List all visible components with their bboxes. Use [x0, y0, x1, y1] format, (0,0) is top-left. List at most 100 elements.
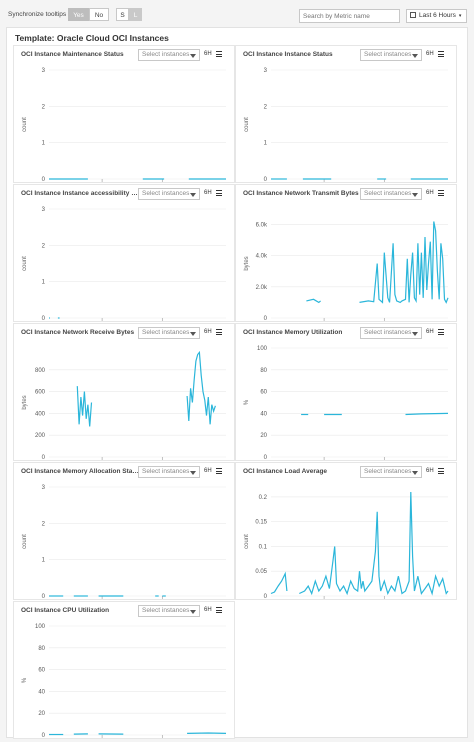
period-button[interactable]: 6H — [426, 190, 434, 196]
select-instances-label: Select instances — [364, 51, 412, 58]
metric-search-input[interactable] — [299, 9, 400, 23]
chart-title: OCI Instance Memory Allocation Stalls — [21, 468, 139, 475]
sync-no-button[interactable]: No — [89, 8, 109, 21]
y-tick-label: 2 — [42, 521, 46, 527]
sync-yes-button[interactable]: Yes — [68, 8, 89, 21]
y-tick-label: 3 — [264, 68, 268, 74]
select-instances-dropdown[interactable]: Select instances — [138, 605, 200, 617]
select-instances-dropdown[interactable]: Select instances — [138, 466, 200, 478]
y-tick-label: 0 — [264, 177, 268, 183]
chart-plot: 0123count12:30 pm3:30 pm — [22, 485, 226, 600]
y-tick-label: 20 — [38, 711, 45, 717]
chart-panel: OCI Instance Memory Utilization Select in… — [235, 323, 457, 461]
y-tick-label: 2 — [264, 104, 268, 110]
chevron-down-icon — [412, 471, 418, 475]
top-toolbar: Synchronize tooltips Yes No S L Last 6 H… — [0, 0, 474, 28]
y-tick-label: 0 — [264, 316, 268, 322]
chevron-down-icon — [190, 610, 196, 614]
chart-title: OCI Instance Instance Status — [243, 51, 333, 58]
select-instances-dropdown[interactable]: Select instances — [360, 49, 422, 61]
period-button[interactable]: 6H — [426, 329, 434, 335]
y-tick-label: 100 — [257, 346, 268, 352]
y-axis-label: bytes — [244, 256, 250, 270]
y-tick-label: 0 — [42, 316, 46, 322]
chevron-down-icon — [412, 332, 418, 336]
time-range-dropdown[interactable]: Last 6 Hours ▾ — [406, 9, 467, 23]
y-tick-label: 60 — [260, 390, 267, 396]
template-title: Template: Oracle Cloud OCI Instances — [15, 33, 169, 43]
period-button[interactable]: 6H — [204, 329, 212, 335]
y-tick-label: 3 — [42, 207, 46, 213]
period-button[interactable]: 6H — [204, 607, 212, 613]
chart-title: OCI Instance Instance accessibility st..… — [21, 190, 139, 197]
series-line — [270, 571, 288, 595]
calendar-icon — [410, 12, 416, 18]
select-instances-label: Select instances — [364, 468, 412, 475]
chart-plot: 0123count12:30 pm3:30 pm — [244, 68, 448, 183]
menu-icon[interactable] — [438, 468, 444, 474]
chart-panel: OCI Instance Load Average Select instance… — [235, 462, 457, 600]
y-tick-label: 100 — [35, 624, 46, 630]
period-button[interactable]: 6H — [426, 51, 434, 57]
y-tick-label: 0.2 — [259, 495, 268, 501]
chart-plot: 0123count12:30 pm3:30 pm — [22, 68, 226, 183]
size-small-button[interactable]: S — [116, 8, 129, 21]
chevron-down-icon — [412, 54, 418, 58]
chevron-down-icon — [190, 332, 196, 336]
chart-title: OCI Instance Load Average — [243, 468, 328, 475]
y-axis-label: count — [22, 534, 28, 549]
select-instances-label: Select instances — [142, 329, 190, 336]
y-tick-label: 3 — [42, 485, 46, 491]
menu-icon[interactable] — [216, 329, 222, 335]
y-tick-label: 0 — [42, 177, 46, 183]
chart-plot: 00.050.10.150.2count12:30 pm3:30 pm — [244, 491, 449, 600]
menu-icon[interactable] — [216, 607, 222, 613]
y-axis-label: % — [244, 399, 250, 405]
select-instances-dropdown[interactable]: Select instances — [138, 188, 200, 200]
menu-icon[interactable] — [216, 190, 222, 196]
period-button[interactable]: 6H — [204, 468, 212, 474]
menu-icon[interactable] — [438, 51, 444, 57]
chart-plot: 0123count12:30 pm3:30 pm — [22, 207, 226, 322]
y-axis-label: count — [244, 534, 250, 549]
chart-panel: OCI Instance Memory Allocation Stalls Sel… — [13, 462, 235, 600]
chart-title: OCI Instance CPU Utilization — [21, 607, 110, 614]
series-line — [76, 386, 93, 427]
size-large-button[interactable]: L — [129, 8, 142, 21]
y-tick-label: 600 — [35, 390, 46, 396]
y-tick-label: 40 — [260, 411, 267, 417]
y-axis-label: count — [22, 256, 28, 271]
y-tick-label: 2 — [42, 243, 46, 249]
y-tick-label: 4.0k — [256, 254, 268, 260]
y-tick-label: 0 — [264, 455, 268, 461]
chart-panel: OCI Instance Instance accessibility st..… — [13, 184, 235, 322]
series-line — [306, 298, 321, 304]
y-tick-label: 200 — [35, 433, 46, 439]
menu-icon[interactable] — [216, 51, 222, 57]
select-instances-label: Select instances — [142, 190, 190, 197]
period-button[interactable]: 6H — [204, 51, 212, 57]
y-tick-label: 0.15 — [255, 520, 267, 526]
period-button[interactable]: 6H — [204, 190, 212, 196]
series-line — [359, 221, 449, 304]
select-instances-dropdown[interactable]: Select instances — [360, 327, 422, 339]
select-instances-dropdown[interactable]: Select instances — [360, 466, 422, 478]
y-axis-label: count — [22, 117, 28, 132]
select-instances-label: Select instances — [142, 51, 190, 58]
select-instances-dropdown[interactable]: Select instances — [138, 49, 200, 61]
y-tick-label: 3 — [42, 68, 46, 74]
y-tick-label: 0 — [42, 594, 46, 600]
select-instances-dropdown[interactable]: Select instances — [360, 188, 422, 200]
menu-icon[interactable] — [216, 468, 222, 474]
menu-icon[interactable] — [438, 329, 444, 335]
y-tick-label: 1 — [264, 141, 268, 147]
period-button[interactable]: 6H — [426, 468, 434, 474]
sync-tooltips-label: Synchronize tooltips — [8, 11, 67, 18]
select-instances-dropdown[interactable]: Select instances — [138, 327, 200, 339]
chart-panel: OCI Instance Network Receive Bytes Select… — [13, 323, 235, 461]
menu-icon[interactable] — [438, 190, 444, 196]
chart-panel: OCI Instance Maintenance Status Select in… — [13, 45, 235, 183]
chart-plot: 02.0k4.0k6.0kbytes12:30 pm3:30 pm — [244, 221, 449, 322]
y-tick-label: 2.0k — [256, 285, 268, 291]
